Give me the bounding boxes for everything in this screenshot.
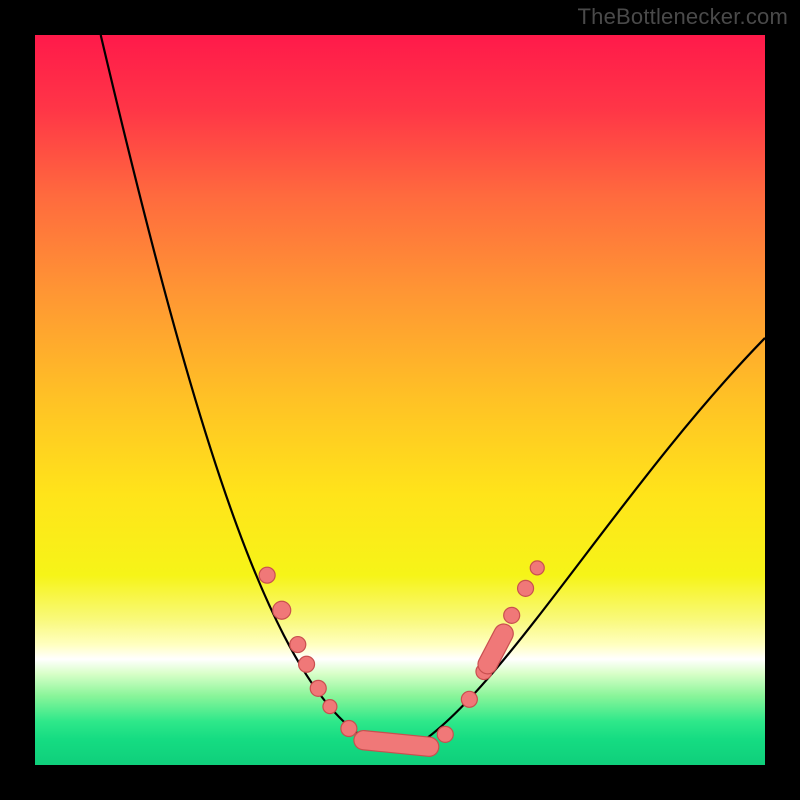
data-point <box>323 700 337 714</box>
data-pill <box>364 740 430 747</box>
data-point <box>290 637 306 653</box>
data-point <box>518 580 534 596</box>
data-point <box>530 561 544 575</box>
data-point <box>461 691 477 707</box>
chart-frame: { "watermark": { "text": "TheBottlenecke… <box>0 0 800 800</box>
data-point <box>310 680 326 696</box>
data-point <box>273 601 291 619</box>
data-point <box>341 721 357 737</box>
data-point <box>437 726 453 742</box>
plot-background <box>35 35 765 765</box>
bottleneck-chart <box>0 0 800 800</box>
data-point <box>259 567 275 583</box>
data-point <box>504 607 520 623</box>
data-point <box>299 656 315 672</box>
